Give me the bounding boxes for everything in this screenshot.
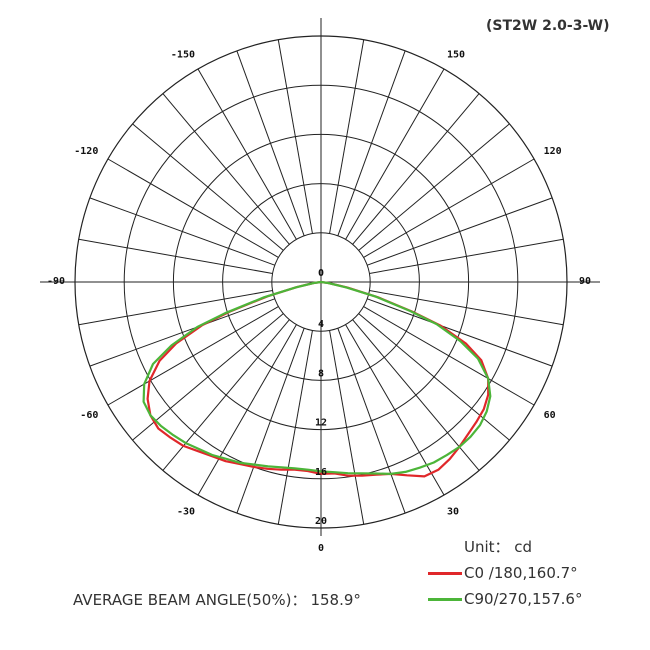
radial-tick-label: 0 [318,268,324,279]
grid-spoke [363,158,535,258]
radial-tick-label: 20 [315,516,327,527]
average-beam-angle: AVERAGE BEAM ANGLE(50%)： 158.9° [73,589,365,610]
grid-spoke [132,313,284,441]
radial-tick-label: 4 [318,319,324,330]
angle-tick-label: 30 [447,507,459,518]
beam-angle-label: AVERAGE BEAM ANGLE(50%)： [73,591,307,609]
unit-label: Unit： cd [464,538,533,556]
grid-spoke [337,328,406,514]
angle-tick-label: -120 [74,146,98,157]
grid-spoke [89,298,275,367]
legend-swatch-c90 [428,597,462,601]
grid-spoke [363,306,535,406]
radial-tick-label: 8 [318,368,324,379]
legend-label-c90: C90/270,157.6° [464,590,583,608]
grid-spoke [345,324,445,496]
grid-spoke [236,328,305,514]
angle-tick-label: -60 [80,410,98,421]
grid-spoke [277,39,313,234]
grid-spoke [162,319,290,471]
grid-spoke [107,158,279,258]
series-line-c90 [142,280,492,475]
grid-spoke [329,330,365,525]
grid-spoke [345,68,445,240]
radial-tick-label: 16 [315,467,327,478]
angle-tick-label: 90 [579,276,591,287]
grid-spoke [236,50,305,236]
grid-spoke [78,290,273,326]
grid-spoke [329,39,365,234]
beam-angle-value: 158.9° [310,591,361,609]
grid-spoke [367,298,553,367]
radial-tick-label: 12 [315,418,327,429]
angle-tick-label: 120 [544,146,562,157]
intensity-curves [142,280,492,478]
grid-spoke [369,290,564,326]
angle-tick-label: -150 [171,49,195,60]
axis-labels: 0 4 8 12 16 20 0 30 60 90 120 150 -30 -60 -90 -120 -150 [47,49,591,554]
grid-spoke [352,93,480,245]
model-title: (ST2W 2.0-3-W) [486,18,610,34]
angle-tick-label: 60 [544,410,556,421]
legend-item-c0: C0 /180,160.7° [428,563,578,583]
grid-spoke [78,238,273,274]
grid-spoke [89,197,275,266]
angle-tick-label: -30 [177,507,195,518]
grid-spoke [337,50,406,236]
grid-spoke [197,68,297,240]
grid-spoke [162,93,290,245]
legend-swatch-c0 [428,571,462,575]
angle-tick-label: 0 [318,543,324,554]
grid-spoke [132,123,284,251]
legend-item-c90: C90/270,157.6° [428,589,582,609]
grid-spoke [369,238,564,274]
polar-grid [40,18,600,536]
grid-spoke [352,319,480,471]
grid-spoke [277,330,313,525]
angle-tick-label: 150 [447,49,465,60]
angle-tick-label: -90 [47,276,65,287]
grid-spoke [367,197,553,266]
legend-label-c0: C0 /180,160.7° [464,564,578,582]
grid-spoke [358,123,510,251]
grid-spoke [358,313,510,441]
grid-spoke [107,306,279,406]
grid-spoke [197,324,297,496]
